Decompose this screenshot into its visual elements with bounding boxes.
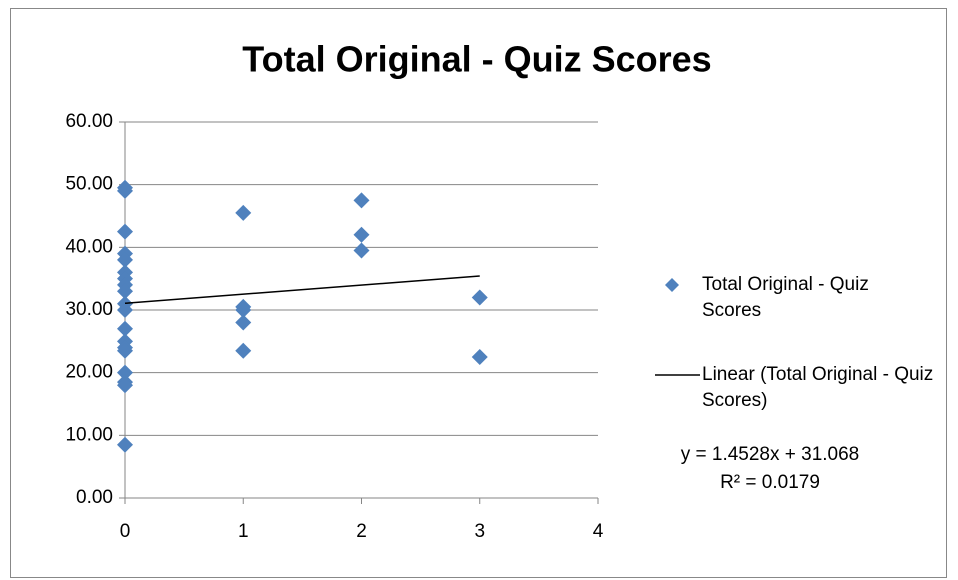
data-point	[471, 289, 488, 306]
data-point	[117, 223, 133, 240]
data-point	[235, 302, 252, 318]
data-point	[235, 342, 252, 359]
data-point	[471, 349, 488, 365]
data-point	[353, 242, 370, 259]
x-tick-label: 3	[474, 521, 485, 542]
x-tick-label: 1	[238, 521, 249, 542]
data-point	[235, 314, 252, 331]
x-tick-label: 0	[120, 521, 131, 542]
trend-r2: R² = 0.0179	[720, 472, 820, 493]
data-point	[117, 302, 133, 318]
data-point	[235, 204, 252, 221]
y-tick-label: 30.00	[65, 299, 113, 320]
y-tick-label: 20.00	[65, 362, 113, 383]
data-point	[117, 320, 133, 337]
data-point	[117, 377, 133, 394]
x-tick-label: 2	[356, 521, 367, 542]
trend-equation: y = 1.4528x + 31.068	[680, 444, 860, 465]
data-point	[117, 364, 133, 381]
data-point	[117, 182, 133, 199]
data-point	[117, 342, 133, 359]
data-point	[117, 436, 133, 453]
x-tick-label: 4	[593, 521, 604, 542]
legend-series: Total Original - Quiz Scores	[702, 274, 869, 321]
y-tick-label: 10.00	[65, 424, 113, 445]
data-point	[117, 251, 133, 268]
y-tick-label: 0.00	[76, 487, 113, 508]
chart-title: Total Original - Quiz Scores	[242, 39, 711, 80]
trendline	[124, 275, 480, 305]
legend-trendline: Linear (Total Original - Quiz Scores)	[702, 364, 934, 411]
data-point	[353, 226, 370, 243]
data-point	[353, 192, 370, 209]
legend-series-symbol	[665, 278, 679, 292]
y-tick-label: 50.00	[65, 174, 113, 195]
y-tick-label: 60.00	[65, 111, 113, 132]
y-tick-label: 40.00	[65, 236, 113, 257]
data-point	[117, 283, 133, 300]
